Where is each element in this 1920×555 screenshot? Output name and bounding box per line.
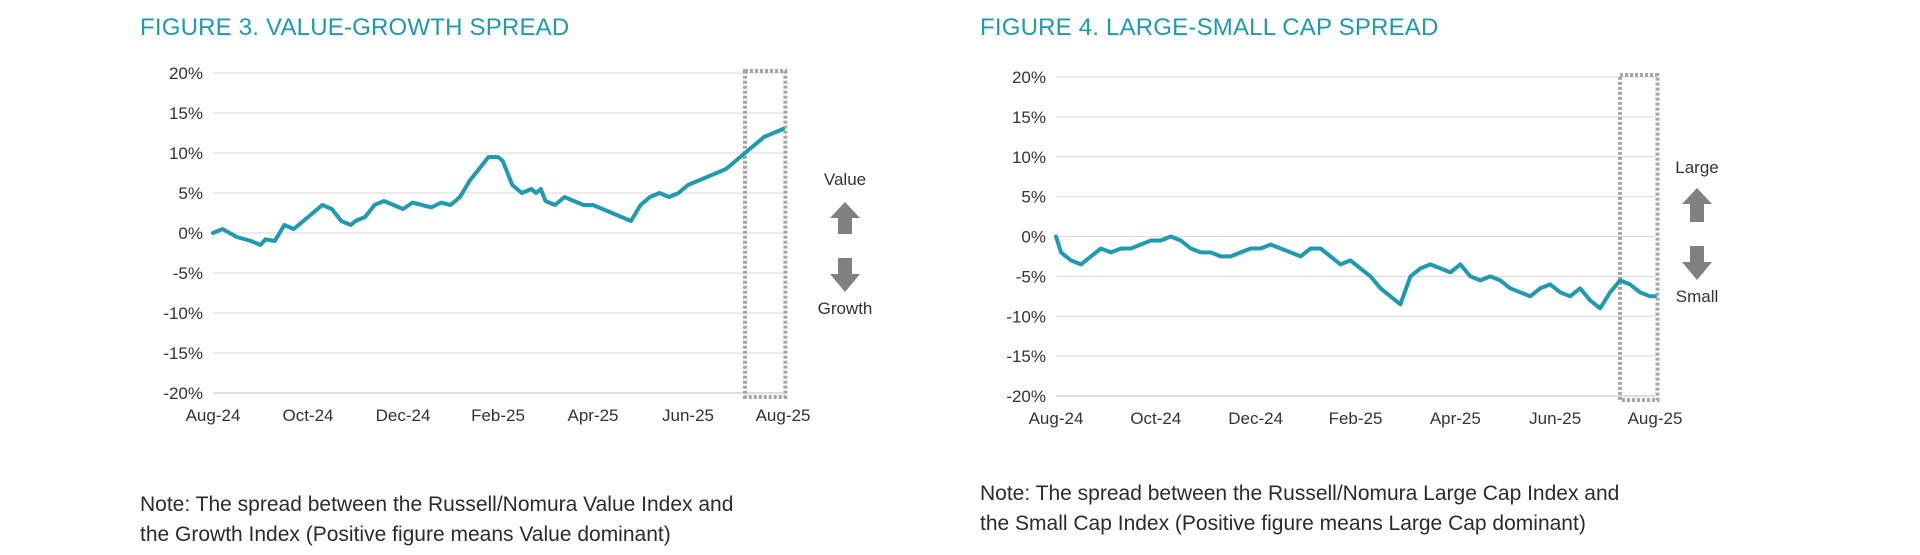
y-tick-label: 10% [1012,148,1046,167]
figure4-chart: 20% 15% 10% 5% 0% -5% -10% -15% -20% Aug-24 Oct-24… [1006,68,1682,428]
up-arrow-icon [830,202,860,234]
y-tick-label: -15% [1006,347,1046,366]
figure4-title: FIGURE 4. LARGE-SMALL CAP SPREAD [980,14,1439,41]
x-tick-label: Dec-24 [1228,409,1283,428]
highlight-box [743,69,788,399]
x-tick-label: Feb-25 [471,406,525,425]
y-tick-label: 20% [1012,68,1046,87]
figure4-small-label: Small [1676,287,1719,306]
y-tick-label: 0% [178,224,203,243]
x-tick-label: Dec-24 [376,406,431,425]
y-tick-label: -15% [163,344,203,363]
x-tick-label: Aug-24 [1029,409,1084,428]
x-tick-label: Apr-25 [567,406,618,425]
y-tick-label: -5% [173,264,203,283]
y-tick-label: 15% [1012,108,1046,127]
x-tick-label: Aug-25 [756,406,811,425]
highlight-box [1618,73,1660,402]
x-tick-label: Aug-24 [186,406,241,425]
figure4-large-label: Large [1675,158,1718,177]
x-tick-label: Feb-25 [1329,409,1383,428]
figure3-growth-arrow: Growth [818,258,873,318]
y-tick-label: -20% [1006,387,1046,406]
x-tick-label: Oct-24 [282,406,333,425]
y-tick-label: 5% [178,184,203,203]
series-line [1054,234,1657,311]
x-tick-label: Jun-25 [662,406,714,425]
figure3-growth-label: Growth [818,299,873,318]
y-tick-label: 20% [169,64,203,83]
figure3-title: FIGURE 3. VALUE-GROWTH SPREAD [140,14,570,41]
down-arrow-icon [830,258,860,292]
figure3-value-arrow: Value [824,170,866,234]
y-tick-label: -20% [163,384,203,403]
figure4-small-arrow: Small [1676,246,1719,306]
figure3-note-line1: Note: The spread between the Russell/Nom… [140,493,734,516]
figure3-note-line2: the Growth Index (Positive figure means … [140,523,671,546]
y-tick-label: -10% [1006,307,1046,326]
figure4-note-line2: the Small Cap Index (Positive figure mea… [980,512,1586,535]
figure4-large-arrow: Large [1675,158,1719,222]
x-tick-label: Aug-25 [1628,409,1683,428]
y-tick-label: -10% [163,304,203,323]
up-arrow-icon [1682,188,1712,222]
figure3-note: Note: The spread between the Russell/Nom… [140,490,733,550]
x-tick-label: Jun-25 [1529,409,1581,428]
y-tick-label: -5% [1016,267,1046,286]
figure4-note-line1: Note: The spread between the Russell/Nom… [980,482,1620,505]
x-tick-label: Apr-25 [1430,409,1481,428]
y-tick-label: 5% [1021,188,1046,207]
down-arrow-icon [1682,246,1712,280]
series-line [211,127,785,247]
y-tick-label: 0% [1021,228,1046,247]
y-tick-label: 15% [169,104,203,123]
figure4-note: Note: The spread between the Russell/Nom… [980,479,1619,539]
figure3-value-label: Value [824,170,866,189]
y-tick-label: 10% [169,144,203,163]
x-tick-label: Oct-24 [1130,409,1181,428]
figure3-chart: 20% 15% 10% 5% 0% -5% -10% -15% -20% Aug-24 Oct-24… [163,64,810,425]
